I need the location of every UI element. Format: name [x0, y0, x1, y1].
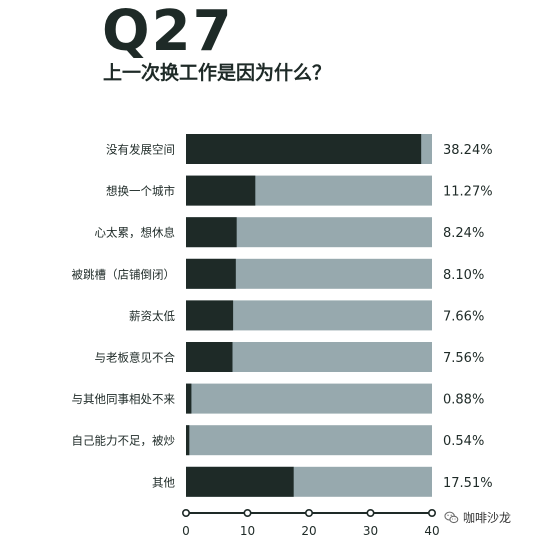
- value-label: 0.88%: [443, 393, 484, 408]
- value-label: 17.51%: [443, 476, 493, 491]
- x-tick-label: 30: [363, 524, 378, 538]
- question-title: 上一次换工作是因为什么？: [103, 62, 332, 84]
- bar-value: [186, 425, 190, 456]
- x-axis-tick: [427, 508, 436, 517]
- category-label: 没有发展空间: [106, 143, 175, 157]
- x-axis-tick: [304, 508, 313, 517]
- x-tick-label: 0: [182, 524, 190, 538]
- question-number: Q27: [102, 0, 234, 64]
- bar-value: [186, 342, 233, 372]
- category-label: 与老板意见不合: [95, 351, 176, 365]
- category-label: 与其他同事相处不来: [72, 392, 176, 406]
- bar-value: [186, 383, 192, 414]
- x-axis-tick: [366, 508, 375, 517]
- watermark-text: 咖啡沙龙: [463, 511, 512, 525]
- watermark: 咖啡沙龙: [444, 509, 511, 526]
- bar-value: [186, 217, 237, 248]
- value-label: 8.24%: [443, 226, 484, 241]
- x-axis-tick: [182, 508, 191, 517]
- value-label: 7.56%: [443, 351, 484, 366]
- value-label: 38.24%: [443, 143, 493, 158]
- category-label: 其他: [152, 475, 175, 489]
- category-label: 被跳槽（店铺倒闭）: [72, 267, 176, 281]
- x-tick-label: 10: [240, 524, 255, 538]
- bar-value: [186, 134, 422, 164]
- bar-value: [186, 466, 294, 497]
- bar-track: [186, 425, 432, 456]
- value-label: 0.54%: [443, 434, 484, 449]
- category-label: 薪资太低: [129, 309, 175, 323]
- wechat-icon: [444, 511, 459, 524]
- x-tick-label: 20: [301, 524, 316, 538]
- x-tick-label: 40: [424, 524, 439, 538]
- category-label: 想换一个城市: [106, 184, 175, 198]
- x-axis-tick: [243, 508, 252, 517]
- value-label: 11.27%: [443, 185, 493, 200]
- bar-track: [186, 383, 432, 414]
- category-label: 心太累，想休息: [95, 226, 176, 240]
- value-label: 7.66%: [443, 309, 484, 324]
- bar-value: [186, 175, 256, 206]
- bar-value: [186, 300, 234, 331]
- category-label: 自己能力不足，被炒: [72, 434, 176, 448]
- bar-value: [186, 258, 236, 289]
- value-label: 8.10%: [443, 268, 484, 283]
